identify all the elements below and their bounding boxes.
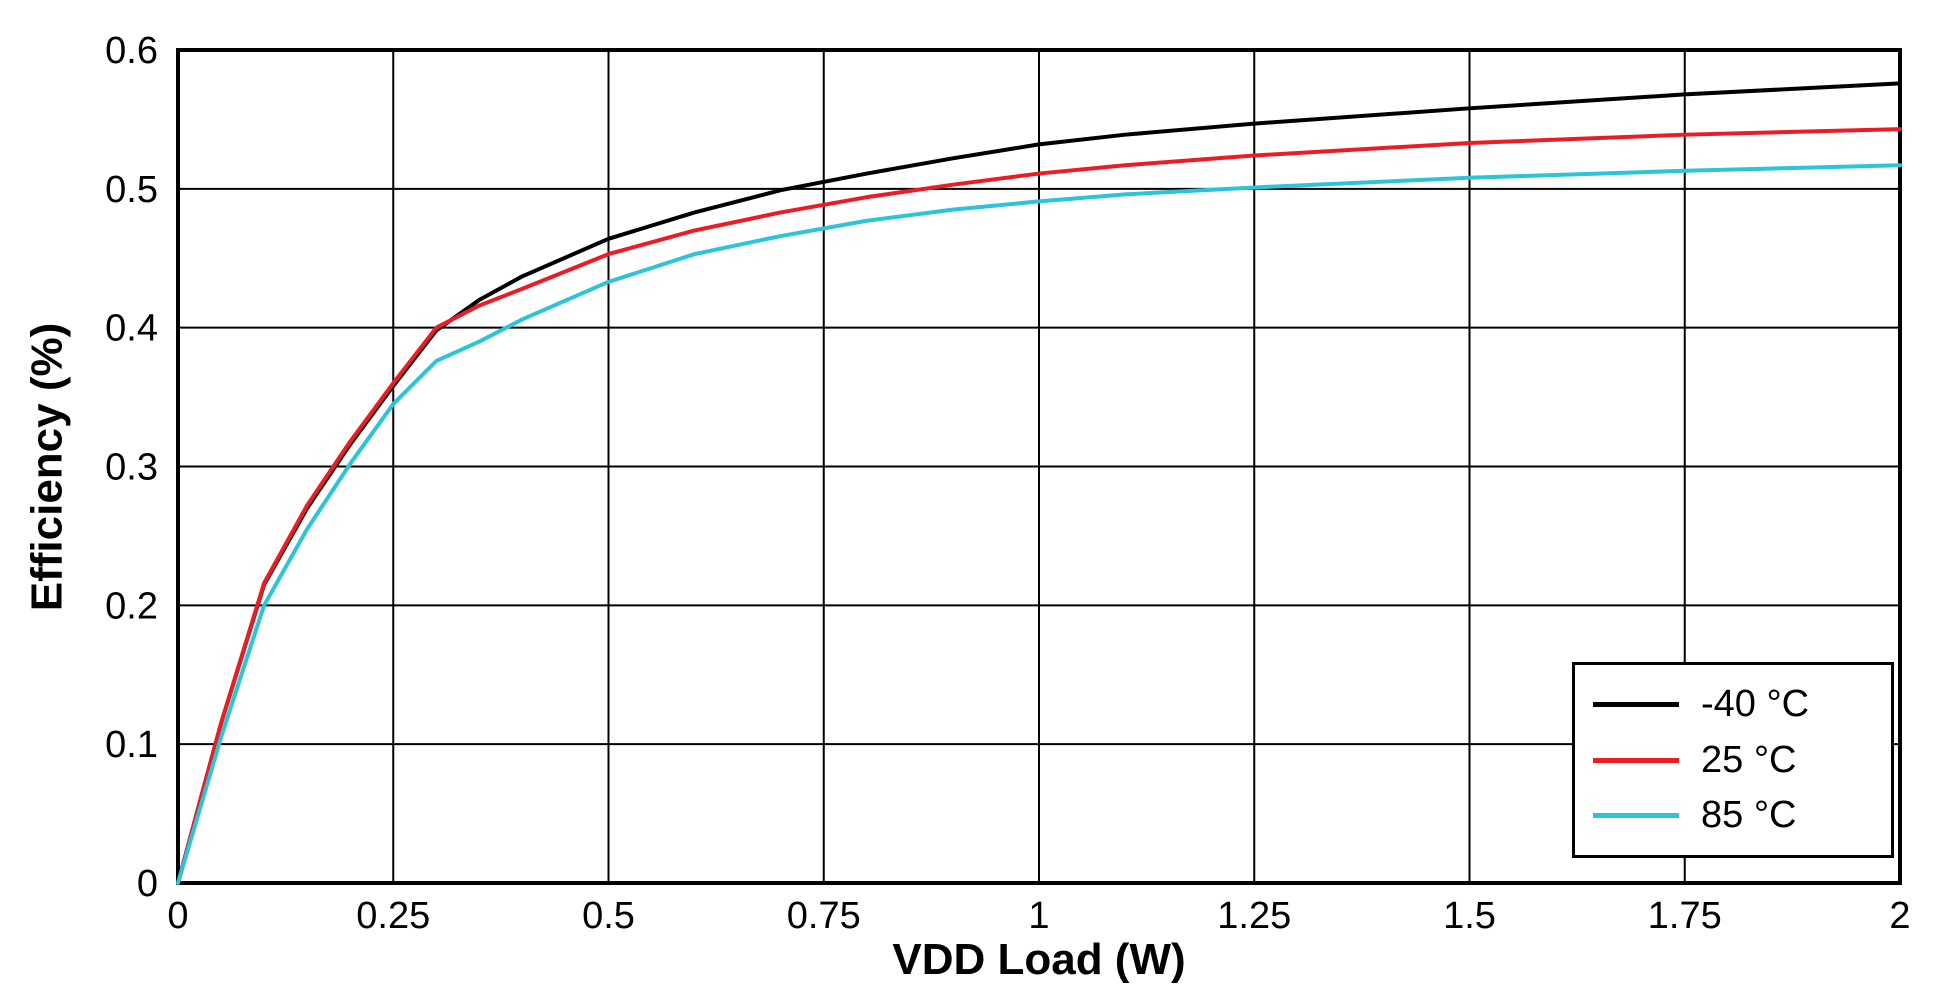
legend-label: 25 °C (1701, 738, 1797, 781)
x-tick-label: 0.75 (787, 895, 861, 937)
legend-line-85c (1593, 812, 1679, 818)
x-tick-label: 0 (167, 895, 188, 937)
y-tick-label: 0 (137, 863, 158, 905)
x-tick-label: 1 (1028, 895, 1049, 937)
x-axis-title: VDD Load (W) (892, 935, 1186, 984)
y-tick-label: 0.2 (105, 585, 158, 627)
series-curve-2 (176, 163, 1902, 885)
x-tick-label: 1.25 (1217, 895, 1291, 937)
x-tick-label: 1.5 (1443, 895, 1496, 937)
y-tick-label: 0.6 (105, 30, 158, 72)
legend-label: 85 °C (1701, 793, 1797, 836)
legend-line-25c (1593, 757, 1679, 763)
legend-item: 25 °C (1593, 739, 1873, 782)
x-tick-label: 0.5 (582, 895, 635, 937)
y-axis-title-box: Efficiency (%) (0, 50, 95, 883)
plot-frame (176, 48, 1902, 885)
series-curve-1 (176, 127, 1902, 885)
x-tick-label: 1.75 (1648, 895, 1722, 937)
legend-item: 85 °C (1593, 794, 1873, 837)
y-axis-title: Efficiency (%) (22, 322, 72, 611)
y-tick-label: 0.4 (105, 308, 158, 350)
y-tick-label: 0.5 (105, 169, 158, 211)
y-tick-label: 0.1 (105, 724, 158, 766)
y-tick-label: 0.3 (105, 447, 158, 489)
legend-item: -40 °C (1593, 683, 1873, 726)
legend: -40 °C 25 °C 85 °C (1572, 662, 1894, 858)
legend-line-minus40c (1593, 702, 1679, 708)
x-tick-label: 0.25 (356, 895, 430, 937)
legend-label: -40 °C (1701, 683, 1810, 726)
x-tick-label: 2 (1889, 895, 1910, 937)
